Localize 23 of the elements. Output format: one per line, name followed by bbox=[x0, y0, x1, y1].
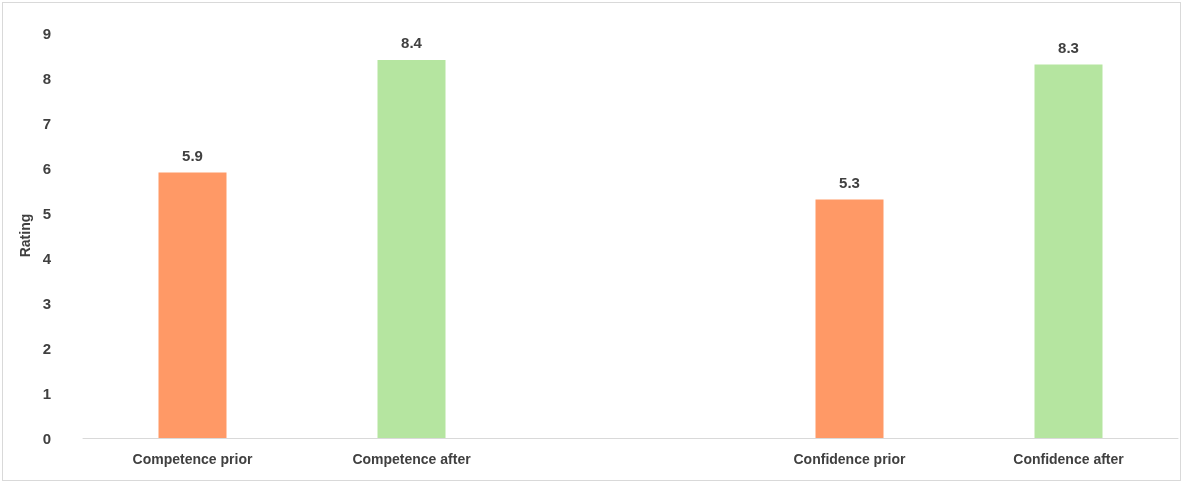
bar bbox=[377, 60, 446, 438]
data-label: 8.3 bbox=[1058, 38, 1079, 56]
y-tick-label: 0 bbox=[42, 429, 51, 447]
y-tick-label: 9 bbox=[42, 24, 51, 42]
y-tick-label: 8 bbox=[42, 69, 51, 87]
data-label: 8.4 bbox=[401, 34, 423, 51]
y-tick-label: 3 bbox=[42, 294, 51, 312]
x-tick-label: Competence prior bbox=[132, 451, 253, 467]
data-label: 5.9 bbox=[182, 146, 203, 164]
y-tick-label: 6 bbox=[42, 159, 51, 177]
y-tick-label: 1 bbox=[42, 384, 51, 402]
y-tick-label: 5 bbox=[42, 204, 51, 222]
x-tick-label: Confidence prior bbox=[793, 451, 907, 467]
x-tick-label: Competence after bbox=[352, 451, 472, 467]
bar bbox=[158, 172, 227, 438]
bar bbox=[815, 199, 884, 438]
data-label: 5.3 bbox=[839, 173, 860, 191]
y-tick-label: 7 bbox=[42, 114, 51, 132]
x-tick-label: Confidence after bbox=[1013, 451, 1125, 467]
y-tick-label: 4 bbox=[42, 249, 52, 267]
bar bbox=[1034, 64, 1103, 438]
y-axis-title: Rating bbox=[16, 213, 33, 258]
y-tick-label: 2 bbox=[42, 339, 51, 357]
